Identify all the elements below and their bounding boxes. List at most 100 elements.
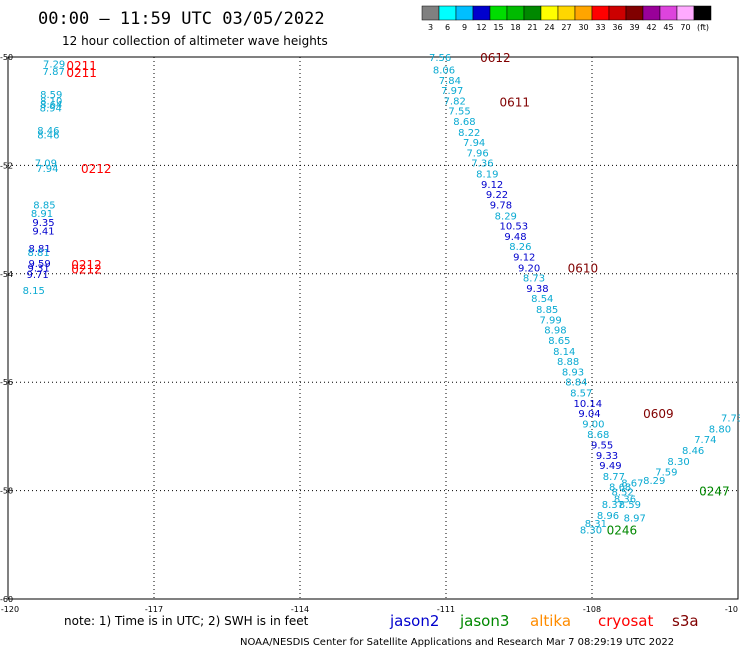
pass-label: 0212	[71, 262, 102, 276]
legend-label: 45	[663, 23, 673, 32]
y-tick-label: -54	[0, 270, 13, 279]
swh-point: 8.30	[667, 457, 689, 468]
swh-point: 9.55	[591, 441, 613, 452]
legend-swatch	[489, 5, 508, 21]
legend-swatch	[455, 5, 474, 21]
legend-label: 24	[544, 23, 554, 32]
swh-point: 8.88	[557, 357, 579, 368]
swh-point: 8.96	[597, 511, 619, 522]
swh-point: 9.38	[526, 284, 548, 295]
swh-point: 8.81	[28, 244, 50, 255]
x-tick-label: -120	[1, 605, 19, 614]
swh-point: 8.10	[40, 96, 62, 107]
swh-point: 8.14	[553, 347, 575, 358]
swh-point: 8.67	[621, 478, 643, 489]
color-legend: 3 6 9 12 15 18 21 24 27 30 33 36 39 42 45 70 (ft)	[421, 5, 712, 32]
footer-note: note: 1) Time is in UTC; 2) SWH is in fe…	[64, 614, 309, 628]
grid	[8, 57, 738, 599]
swh-point: 8.29	[495, 211, 517, 222]
legend-label: 30	[578, 23, 588, 32]
swh-point: 9.12	[513, 252, 535, 263]
y-tick-label: -56	[0, 378, 13, 387]
pass-label: 0211	[66, 59, 97, 73]
x-tick-label: -111	[437, 605, 455, 614]
swh-point: 8.37	[602, 500, 624, 511]
swh-point: 8.84	[565, 378, 587, 389]
swh-point: 7.09	[35, 159, 57, 170]
swh-point: 9.00	[582, 419, 604, 430]
plot-frame	[7, 56, 739, 600]
swh-point: 8.98	[544, 326, 566, 337]
swh-point: 7.59	[655, 468, 677, 479]
swh-point: 8.81	[27, 248, 49, 259]
swh-point: 9.49	[599, 461, 621, 472]
swh-point: 8.15	[23, 286, 45, 297]
chart-subtitle: 12 hour collection of altimeter wave hei…	[62, 34, 328, 48]
pass-label: 0610	[568, 261, 599, 275]
swh-point: 9.48	[504, 232, 526, 243]
x-tick-label: -117	[145, 605, 163, 614]
swh-point: 9.33	[596, 451, 618, 462]
swh-point: 8.19	[476, 170, 498, 181]
swh-point: 8.93	[562, 367, 584, 378]
swh-point: 9.78	[490, 200, 512, 211]
swh-point: 10.14	[574, 399, 603, 410]
swh-point: 7.99	[539, 315, 561, 326]
satellite-jason3: jason3	[459, 612, 509, 630]
swh-point: 8.85	[33, 200, 55, 211]
chart-title: 00:00 – 11:59 UTC 03/05/2022	[38, 9, 325, 29]
legend-swatch	[506, 5, 525, 21]
swh-point: 9.31	[27, 263, 49, 274]
swh-point: 9.59	[28, 259, 50, 270]
y-tick-labels: -50 -52 -54 -56 -58 -60	[0, 53, 13, 604]
swh-point: 8.46	[682, 446, 704, 457]
swh-point: 8.26	[509, 242, 531, 253]
swh-point: 8.68	[609, 482, 631, 493]
swh-point: 9.22	[486, 190, 508, 201]
swh-point: 8.46	[37, 131, 59, 142]
legend-swatch	[540, 5, 559, 21]
swh-point: 8.65	[548, 336, 570, 347]
legend-swatch	[659, 5, 678, 21]
legend-unit: (ft)	[697, 23, 709, 32]
swh-point: 9.20	[518, 263, 540, 274]
plot-area: -120 -117 -114 -111 -108 -10 -50-52-54-56-58-…	[0, 51, 740, 614]
swh-point: 8.91	[31, 209, 53, 220]
legend-label: 33	[595, 23, 605, 32]
satellite-s3a: s3a	[672, 612, 699, 630]
swh-point: 7.96	[466, 148, 488, 159]
legend-label: 27	[561, 23, 571, 32]
legend-label: 9	[462, 23, 467, 32]
legend-label: 42	[646, 23, 656, 32]
legend-swatch	[421, 5, 440, 21]
swh-point: 9.12	[481, 180, 503, 191]
swh-point: 8.22	[458, 128, 480, 139]
pass-label: 0611	[500, 95, 531, 109]
data-points: 7.297.878.598.108.648.948.468.467.097.94…	[23, 53, 740, 537]
swh-point: 8.46	[37, 126, 59, 137]
legend-label: 12	[476, 23, 486, 32]
pass-label: 0212	[81, 162, 112, 176]
legend-label: 18	[510, 23, 520, 32]
legend-swatch	[693, 5, 712, 21]
swh-point: 7.84	[439, 76, 461, 87]
legend-swatch	[625, 5, 644, 21]
x-tick-label: -114	[291, 605, 309, 614]
legend-label: 70	[680, 23, 690, 32]
y-tick-label: -50	[0, 53, 13, 62]
swh-point: 8.31	[585, 519, 607, 530]
swh-point: 7.73	[721, 413, 740, 424]
swh-point: 7.36	[471, 159, 493, 170]
legend-swatch	[438, 5, 457, 21]
swh-point: 8.52	[611, 488, 633, 499]
swh-point: 9.35	[32, 218, 54, 229]
swh-point: 8.73	[523, 274, 545, 285]
swh-point: 8.57	[570, 388, 592, 399]
satellite-jason2: jason2	[389, 612, 439, 630]
pass-label: 0211	[66, 66, 97, 80]
swh-point: 8.59	[40, 90, 62, 101]
swh-point: 7.82	[444, 96, 466, 107]
footer-credit: NOAA/NESDIS Center for Satellite Applica…	[240, 637, 674, 648]
pass-label: 0612	[480, 51, 511, 65]
